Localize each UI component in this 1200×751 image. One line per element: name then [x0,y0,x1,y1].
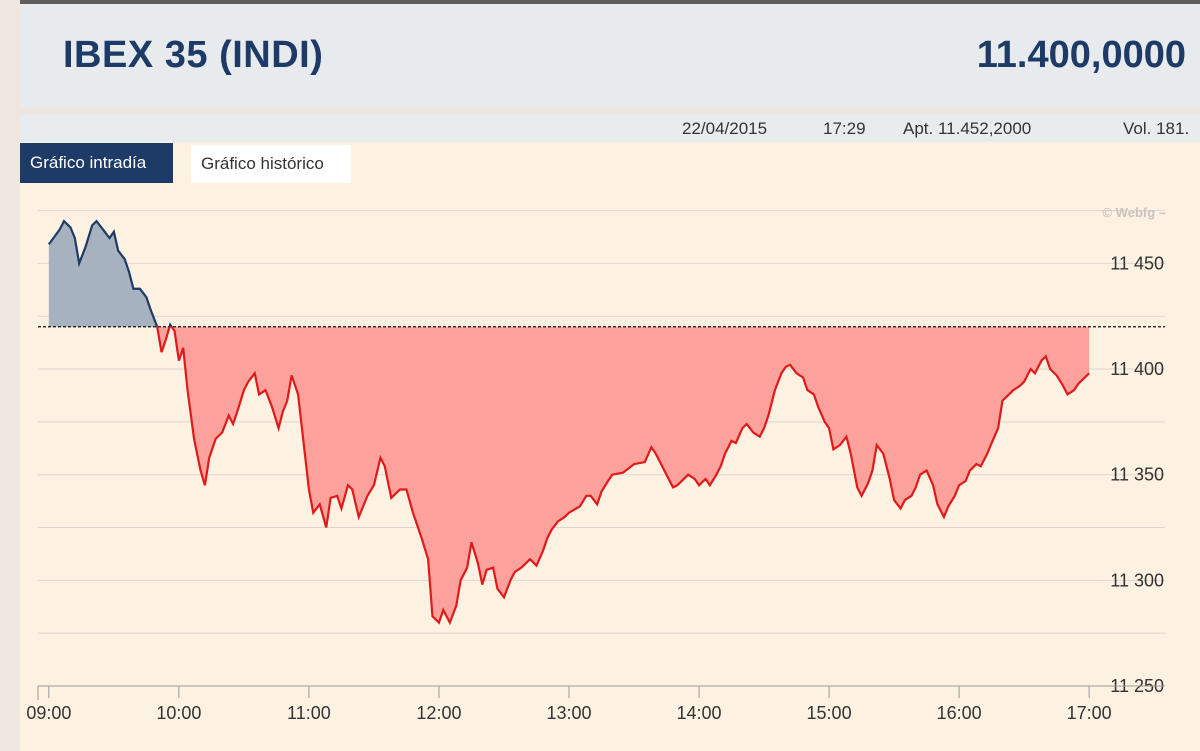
series-line-below [156,326,1090,626]
tab-historic-chart[interactable]: Gráfico histórico [191,145,351,183]
x-tick-label: 13:00 [546,703,591,723]
x-tick-label: 09:00 [26,703,71,723]
area-above-reference [48,221,172,327]
x-tick-label: 15:00 [807,703,852,723]
x-tick-label: 14:00 [677,703,722,723]
top-border [20,0,1200,4]
quote-date: 22/04/2015 [682,119,768,138]
index-title: IBEX 35 (INDI) [63,34,324,76]
y-tick-label: 11 450 [1110,253,1164,273]
watermark: © Webfg – [1102,205,1166,220]
chart-area: 11 250 11 300 11 350 11 400 11 450 09:00 10:0… [20,183,1200,751]
quote-panel: IBEX 35 (INDI) 11.400,0000 22/04/2015 17… [20,0,1200,751]
header-separator [20,108,1200,114]
x-tick-label: 17:00 [1067,703,1112,723]
open-price: Apt. 11.452,2000 [903,119,1032,138]
y-tick-label: 11 400 [1110,359,1164,379]
x-tick-label: 10:00 [156,703,201,723]
quote-time: 17:29 [823,119,866,138]
x-tick-label: 12:00 [416,703,461,723]
x-tick-label: 11:00 [287,703,331,723]
quote-header: IBEX 35 (INDI) 11.400,0000 [20,4,1200,114]
tab-intraday-chart[interactable]: Gráfico intradía [20,143,173,183]
area-below-reference [48,326,1090,623]
x-axis: 09:00 10:00 11:00 12:00 13:00 14:00 15:00 16:00… [26,685,1165,723]
volume: Vol. 181. [1123,119,1190,138]
x-tick-label: 16:00 [937,703,982,723]
quote-info-bar: 22/04/2015 17:29 Apt. 11.452,2000 Vol. 1… [20,114,1200,142]
y-tick-label: 11 350 [1110,465,1164,485]
last-price: 11.400,0000 [976,34,1186,76]
price-series [47,219,1090,626]
y-tick-label: 11 300 [1110,570,1164,590]
